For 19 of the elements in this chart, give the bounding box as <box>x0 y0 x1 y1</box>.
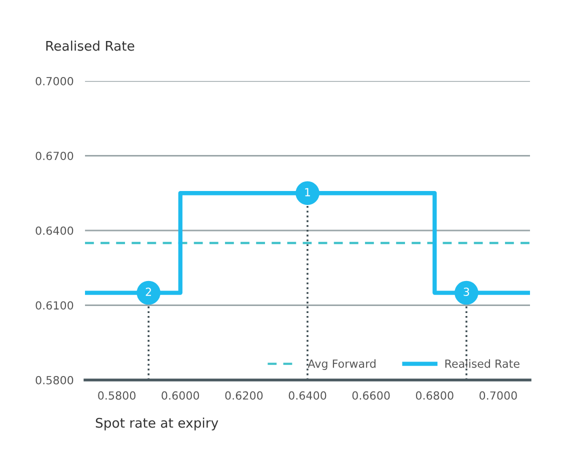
y-tick-label: 0.6400 <box>36 226 74 235</box>
annotation: 2 <box>146 288 151 296</box>
annotation: 1 <box>305 188 310 196</box>
legend-label: Avg Forward <box>308 359 376 370</box>
x-tick-label: 0.6200 <box>225 391 263 400</box>
annotation: 3 <box>464 288 470 296</box>
y-tick-label: 0.6700 <box>36 152 74 160</box>
x-tick-label: 0.7000 <box>480 391 517 400</box>
y-tick-label: 0.7000 <box>36 76 74 86</box>
x-tick-label: 0.6600 <box>352 391 390 400</box>
x-tick-label: 0.5800 <box>98 391 136 400</box>
x-tick-label: 0.6800 <box>416 391 454 400</box>
x-axis-title: Spot rate at expiry <box>96 418 218 430</box>
y-tick-label: 0.6100 <box>36 301 74 310</box>
x-tick-label: 0.6000 <box>162 391 200 400</box>
y-axis-title: Realised Rate <box>46 40 134 51</box>
legend-label: Realised Rate <box>445 359 520 368</box>
y-tick-label: 0.5800 <box>36 376 74 384</box>
x-tick-label: 0.6400 <box>288 391 326 400</box>
